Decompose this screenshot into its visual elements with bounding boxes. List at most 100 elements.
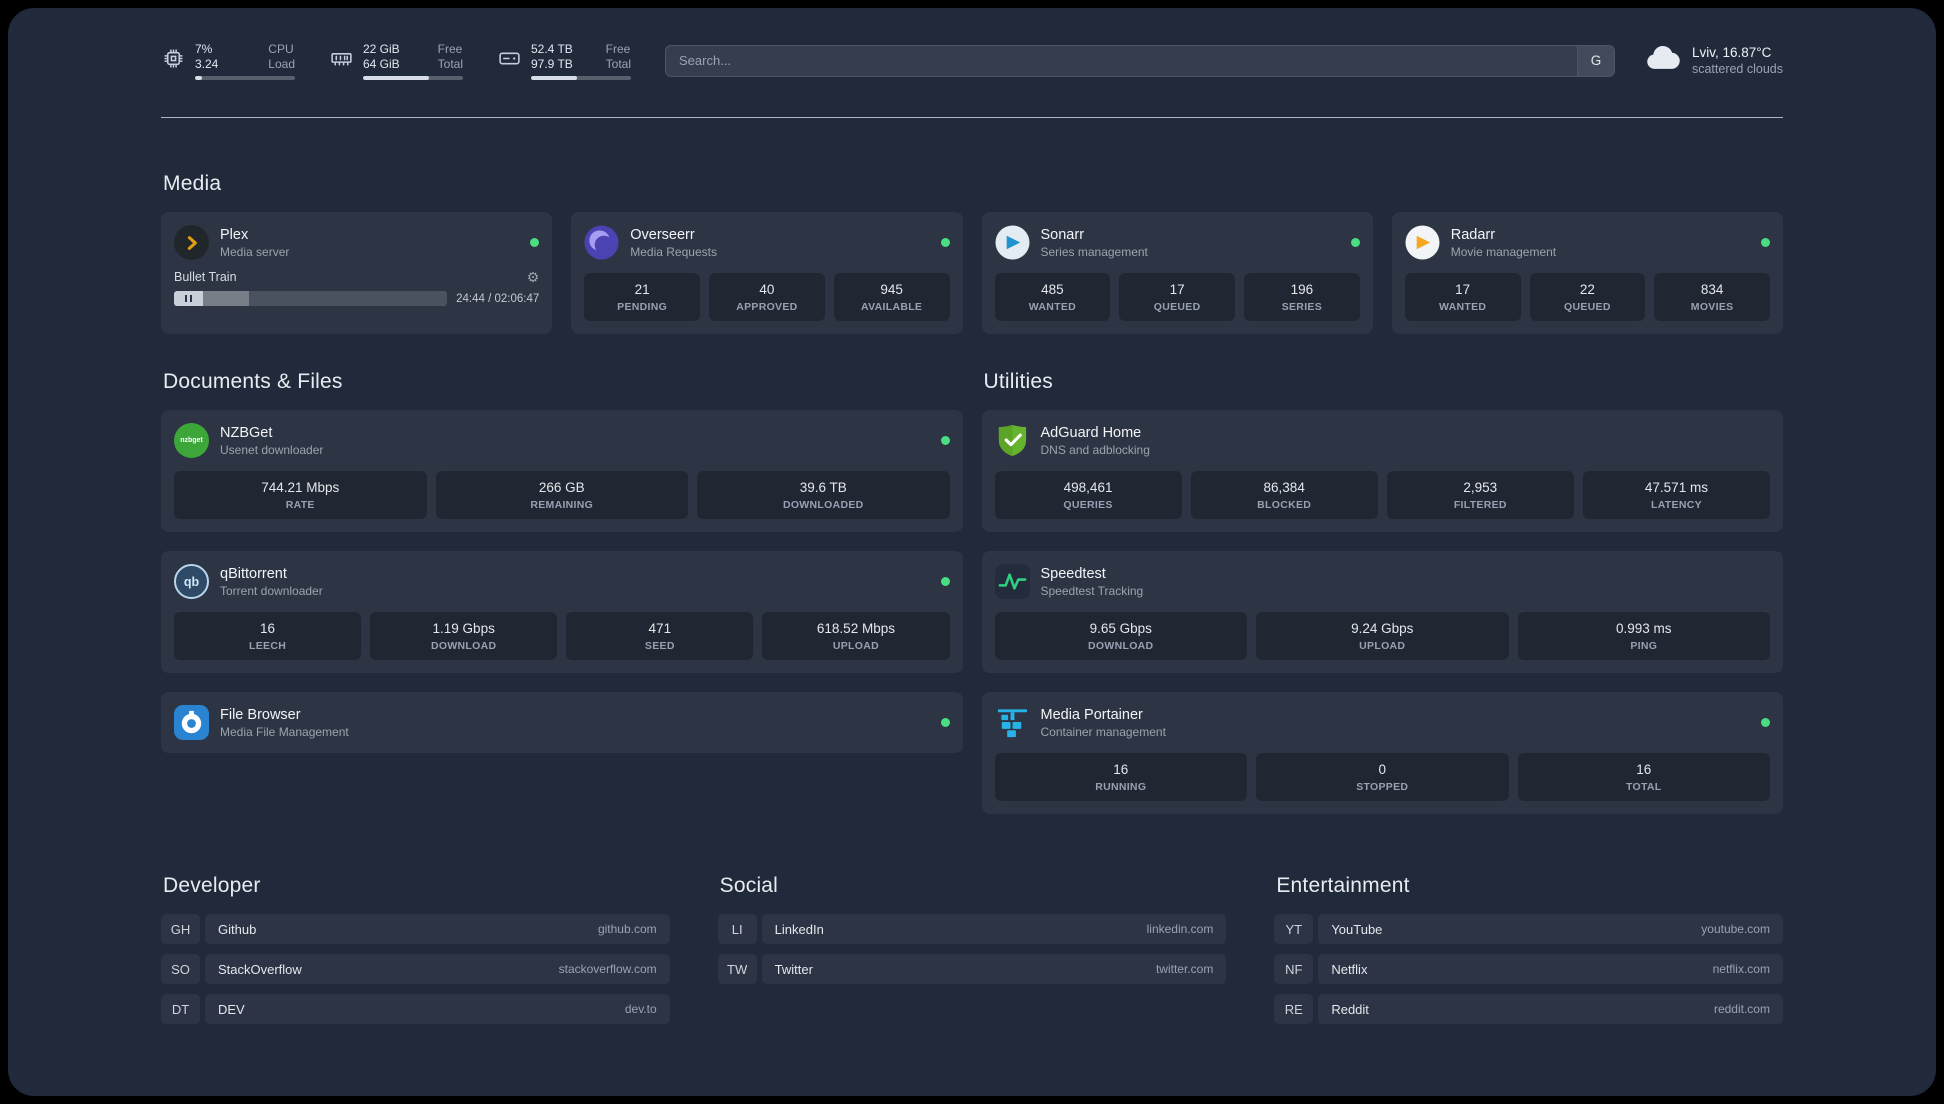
stat-label: PING — [1630, 640, 1658, 652]
portainer-crane-icon — [995, 705, 1030, 740]
pause-button[interactable] — [174, 291, 203, 306]
cpu-label-1: CPU — [268, 41, 294, 56]
qbittorrent-service-link[interactable]: qb qBittorrent Torrent downloader — [174, 564, 950, 599]
bookmark-twitter[interactable]: TW Twitter twitter.com — [717, 954, 1227, 984]
bookmark-netflix[interactable]: NF Netflix netflix.com — [1274, 954, 1783, 984]
service-desc: Torrent downloader — [220, 583, 323, 598]
bookmarks-section: Developer GH Github github.com SO StackO… — [161, 874, 1783, 1064]
status-dot — [940, 238, 950, 247]
section-title-entertainment: Entertainment — [1276, 874, 1410, 897]
cpu-label-2: Load — [268, 56, 295, 71]
stat-label: RUNNING — [1095, 781, 1147, 793]
media-section: Media Plex Media server Bullet Train — [161, 172, 1783, 334]
card-sonarr: Sonarr Series management 485 WANTED 17 Q… — [981, 212, 1373, 334]
bookmark-abbr: RE — [1274, 994, 1314, 1024]
status-dot — [940, 577, 950, 586]
nzbget-stats: 744.21 Mbps RATE 266 GB REMAINING 39.6 T… — [174, 471, 950, 519]
stat-value: 22 — [1579, 282, 1595, 297]
nzbget-service-link[interactable]: nzbget NZBGet Usenet downloader — [174, 423, 950, 458]
stat-label: DOWNLOADED — [782, 499, 864, 511]
stat-tile: 0.993 ms PING — [1517, 612, 1770, 660]
speedtest-service-link[interactable]: Speedtest Speedtest Tracking — [994, 564, 1771, 599]
nzbget-icon: nzbget — [174, 423, 209, 458]
bookmark-url: stackoverflow.com — [558, 962, 657, 976]
portainer-service-link[interactable]: Media Portainer Container management — [995, 705, 1770, 740]
stat-tile: 9.65 Gbps DOWNLOAD — [994, 612, 1247, 660]
stat-label: QUEUED — [1564, 301, 1611, 313]
service-name: AdGuard Home — [1040, 424, 1142, 441]
memory-total-value: 64 GiB — [363, 56, 400, 71]
stat-tile: 2,953 FILTERED — [1386, 471, 1574, 519]
bookmark-reddit[interactable]: RE Reddit reddit.com — [1274, 994, 1783, 1024]
sonarr-icon — [994, 225, 1030, 260]
bookmark-github[interactable]: GH Github github.com — [161, 914, 670, 944]
service-name: Media Portainer — [1040, 706, 1143, 723]
cpu-load-value: 3.24 — [195, 56, 219, 71]
service-name: Radarr — [1450, 226, 1496, 243]
service-desc: DNS and adblocking — [1040, 442, 1150, 457]
playback-time: 24:44 / 02:06:47 — [456, 292, 540, 305]
stat-tile: 9.24 Gbps UPLOAD — [1256, 612, 1509, 660]
section-title-developer: Developer — [163, 874, 261, 897]
bookmark-linkedin[interactable]: LI LinkedIn linkedin.com — [717, 914, 1227, 944]
plex-now-playing: Bullet Train ⚙ 24:44 / 02:06:47 — [174, 270, 539, 306]
stat-value: 17 — [1455, 282, 1471, 297]
search-input[interactable] — [666, 45, 1577, 76]
weather-condition: scattered clouds — [1691, 62, 1783, 76]
bookmark-abbr: GH — [161, 914, 200, 944]
overseerr-stats: 21 PENDING 40 APPROVED 945 AVAILABLE — [584, 273, 950, 321]
stat-value: 17 — [1169, 282, 1185, 297]
filebrowser-service-link[interactable]: File Browser Media File Management — [174, 705, 950, 740]
search-provider-button[interactable]: G — [1576, 45, 1614, 76]
bookmark-youtube[interactable]: YT YouTube youtube.com — [1274, 914, 1783, 944]
stat-tile: 39.6 TB DOWNLOADED — [697, 471, 950, 519]
playback-progress-bar[interactable] — [174, 291, 448, 306]
stat-label: APPROVED — [736, 301, 798, 313]
bookmark-url: dev.to — [624, 1002, 657, 1016]
bookmark-abbr: DT — [161, 994, 200, 1024]
bookmark-dev[interactable]: DT DEV dev.to — [161, 994, 670, 1024]
disk-label-2: Total — [605, 56, 631, 71]
bookmark-name: Github — [218, 921, 257, 937]
stat-tile: 16 RUNNING — [994, 753, 1247, 801]
stat-value: 196 — [1290, 282, 1314, 297]
bookmark-url: linkedin.com — [1146, 922, 1214, 936]
topbar: 7% CPU 3.24 Load 22 GiB Free 64 Gi — [161, 38, 1783, 83]
stat-tile: 22 QUEUED — [1529, 273, 1646, 321]
stat-tile: 1.19 Gbps DOWNLOAD — [370, 612, 558, 660]
stat-value: 945 — [880, 282, 903, 297]
card-adguard: AdGuard Home DNS and adblocking 498,461 … — [981, 410, 1783, 532]
service-name: File Browser — [220, 706, 301, 723]
overseerr-service-link[interactable]: Overseerr Media Requests — [584, 225, 950, 260]
bookmark-abbr: YT — [1274, 914, 1314, 944]
stat-tile: 17 WANTED — [1404, 273, 1521, 321]
speedtest-stats: 9.65 Gbps DOWNLOAD 9.24 Gbps UPLOAD 0.99… — [994, 612, 1770, 660]
gear-icon[interactable]: ⚙ — [526, 269, 540, 285]
stat-tile: 196 SERIES — [1244, 273, 1360, 321]
section-title-social: Social — [719, 874, 779, 897]
radarr-service-link[interactable]: Radarr Movie management — [1405, 225, 1770, 260]
card-nzbget: nzbget NZBGet Usenet downloader 744.21 M… — [161, 410, 963, 532]
stat-tile: 16 LEECH — [174, 612, 362, 660]
bookmark-stackoverflow[interactable]: SO StackOverflow stackoverflow.com — [161, 954, 670, 984]
service-desc: Container management — [1040, 724, 1166, 739]
stat-label: QUERIES — [1063, 499, 1113, 511]
stat-label: UPLOAD — [1359, 640, 1406, 652]
radarr-icon — [1405, 225, 1440, 260]
bookmark-name: DEV — [218, 1001, 245, 1017]
status-dot — [1761, 238, 1770, 247]
service-desc: Usenet downloader — [220, 442, 324, 457]
middle-sections: Documents & Files nzbget NZBGet Usenet d… — [161, 370, 1783, 814]
service-desc: Media server — [220, 244, 290, 259]
ram-icon — [329, 46, 354, 71]
stat-label: MOVIES — [1690, 301, 1734, 313]
plex-service-link[interactable]: Plex Media server — [174, 225, 540, 260]
stat-value: 9.24 Gbps — [1351, 621, 1414, 636]
stat-label: SERIES — [1281, 301, 1323, 313]
stat-value: 618.52 Mbps — [816, 621, 895, 636]
service-name: NZBGet — [220, 424, 273, 441]
adguard-service-link[interactable]: AdGuard Home DNS and adblocking — [995, 423, 1771, 458]
sonarr-service-link[interactable]: Sonarr Series management — [994, 225, 1360, 260]
now-playing-title: Bullet Train — [174, 270, 237, 284]
overseerr-icon — [584, 225, 619, 260]
